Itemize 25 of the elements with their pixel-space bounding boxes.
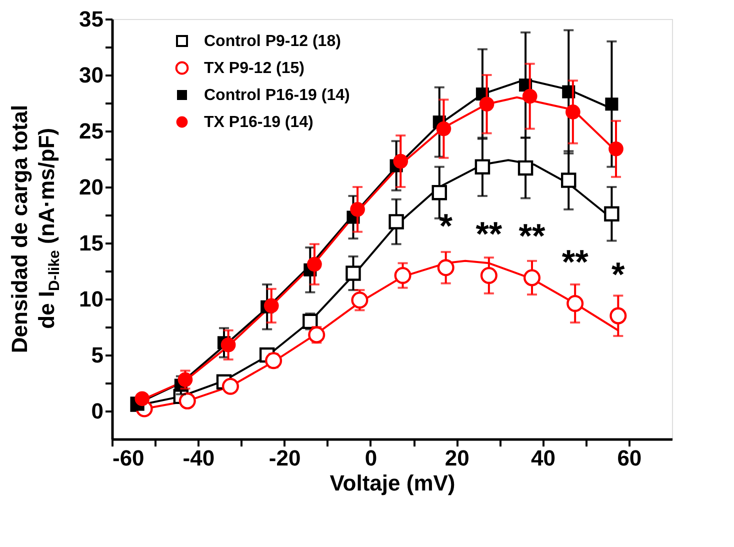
annotation: ** [562,243,590,282]
y-tick-label: 5 [91,342,104,368]
x-tick-label: 20 [444,446,470,470]
x-tick-label: -60 [112,446,144,470]
legend-label: TX P16-19 (14) [204,114,314,131]
y-tick-label: 0 [91,398,104,424]
y-tick-label: 10 [79,286,104,312]
legend-label: Control P16-19 (14) [204,87,350,104]
legend-label: TX P9-12 (15) [204,60,304,77]
x-axis-title: Voltaje (mV) [330,470,456,496]
x-tick-label: -40 [182,446,215,470]
y-tick-label: 35 [79,6,104,32]
annotation: ** [518,218,546,256]
y-tick-label: 20 [79,174,104,200]
y-tick-label: 15 [79,230,104,256]
legend-label: Control P9-12 (18) [204,33,341,50]
x-tick-label: 40 [531,446,556,470]
annotation: ** [476,215,503,254]
x-tick-label: 0 [364,446,378,470]
y-tick-label: 25 [79,118,104,144]
annotation: * [612,256,626,294]
x-tick-label: 60 [617,446,642,470]
y-tick-label: 30 [79,62,104,88]
x-tick-label: -20 [268,446,301,470]
annotation: * [439,208,454,246]
